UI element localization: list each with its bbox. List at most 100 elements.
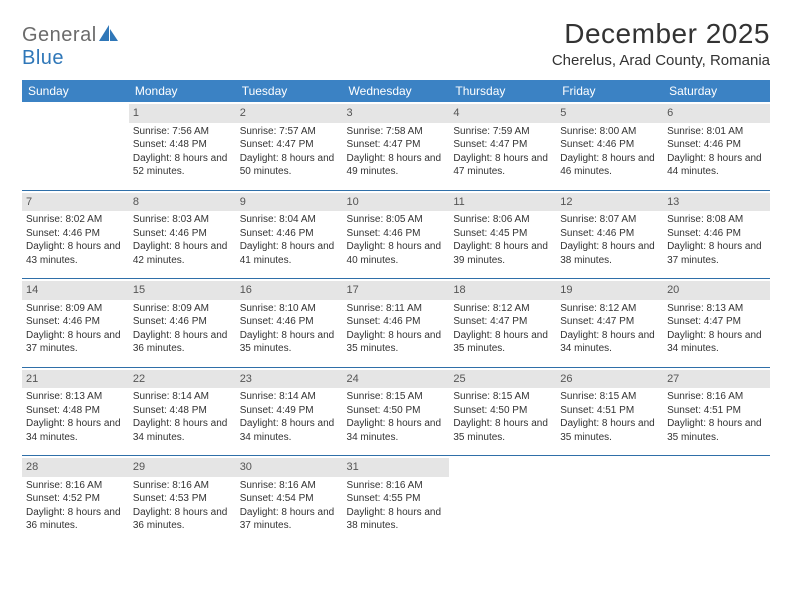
- calendar-cell: [449, 456, 556, 544]
- day-number: 7: [22, 193, 129, 212]
- daylight-line: Daylight: 8 hours and 34 minutes.: [667, 329, 766, 356]
- calendar-week-row: 28Sunrise: 8:16 AMSunset: 4:52 PMDayligh…: [22, 456, 770, 544]
- calendar-cell: 8Sunrise: 8:03 AMSunset: 4:46 PMDaylight…: [129, 191, 236, 279]
- month-title: December 2025: [552, 18, 770, 50]
- sunset-line: Sunset: 4:53 PM: [133, 492, 232, 506]
- sunrise-line: Sunrise: 7:59 AM: [453, 125, 552, 139]
- calendar-cell: 24Sunrise: 8:15 AMSunset: 4:50 PMDayligh…: [343, 368, 450, 456]
- daylight-line: Daylight: 8 hours and 37 minutes.: [240, 506, 339, 533]
- calendar-cell: 29Sunrise: 8:16 AMSunset: 4:53 PMDayligh…: [129, 456, 236, 544]
- day-number: 8: [129, 193, 236, 212]
- logo-sail-icon: [99, 24, 119, 47]
- sunset-line: Sunset: 4:47 PM: [560, 315, 659, 329]
- daylight-line: Daylight: 8 hours and 49 minutes.: [347, 152, 446, 179]
- weekday-header: Thursday: [449, 80, 556, 102]
- daylight-line: Daylight: 8 hours and 35 minutes.: [667, 417, 766, 444]
- day-number: 10: [343, 193, 450, 212]
- sunrise-line: Sunrise: 8:14 AM: [133, 390, 232, 404]
- sunrise-line: Sunrise: 8:15 AM: [560, 390, 659, 404]
- calendar-cell: 23Sunrise: 8:14 AMSunset: 4:49 PMDayligh…: [236, 368, 343, 456]
- sunrise-line: Sunrise: 8:05 AM: [347, 213, 446, 227]
- calendar-cell: 30Sunrise: 8:16 AMSunset: 4:54 PMDayligh…: [236, 456, 343, 544]
- day-number: 29: [129, 458, 236, 477]
- sunset-line: Sunset: 4:46 PM: [347, 227, 446, 241]
- sunrise-line: Sunrise: 7:58 AM: [347, 125, 446, 139]
- weekday-header: Tuesday: [236, 80, 343, 102]
- daylight-line: Daylight: 8 hours and 34 minutes.: [133, 417, 232, 444]
- calendar-cell: 17Sunrise: 8:11 AMSunset: 4:46 PMDayligh…: [343, 279, 450, 367]
- calendar-body: 1Sunrise: 7:56 AMSunset: 4:48 PMDaylight…: [22, 102, 770, 544]
- calendar-cell: 16Sunrise: 8:10 AMSunset: 4:46 PMDayligh…: [236, 279, 343, 367]
- daylight-line: Daylight: 8 hours and 36 minutes.: [133, 329, 232, 356]
- day-number: 21: [22, 370, 129, 389]
- day-number: 3: [343, 104, 450, 123]
- sunrise-line: Sunrise: 8:02 AM: [26, 213, 125, 227]
- logo-text-general: General: [22, 24, 97, 46]
- sunrise-line: Sunrise: 8:11 AM: [347, 302, 446, 316]
- sunrise-line: Sunrise: 8:01 AM: [667, 125, 766, 139]
- daylight-line: Daylight: 8 hours and 34 minutes.: [26, 417, 125, 444]
- sunrise-line: Sunrise: 8:09 AM: [133, 302, 232, 316]
- sunset-line: Sunset: 4:46 PM: [347, 315, 446, 329]
- calendar-cell: 25Sunrise: 8:15 AMSunset: 4:50 PMDayligh…: [449, 368, 556, 456]
- calendar-week-row: 1Sunrise: 7:56 AMSunset: 4:48 PMDaylight…: [22, 102, 770, 190]
- weekday-header: Wednesday: [343, 80, 450, 102]
- daylight-line: Daylight: 8 hours and 34 minutes.: [560, 329, 659, 356]
- sunrise-line: Sunrise: 7:57 AM: [240, 125, 339, 139]
- calendar-week-row: 21Sunrise: 8:13 AMSunset: 4:48 PMDayligh…: [22, 368, 770, 456]
- sunset-line: Sunset: 4:46 PM: [560, 227, 659, 241]
- day-number: 15: [129, 281, 236, 300]
- daylight-line: Daylight: 8 hours and 35 minutes.: [347, 329, 446, 356]
- sunset-line: Sunset: 4:48 PM: [26, 404, 125, 418]
- sunset-line: Sunset: 4:47 PM: [240, 138, 339, 152]
- sunset-line: Sunset: 4:46 PM: [667, 138, 766, 152]
- day-number: 16: [236, 281, 343, 300]
- sunrise-line: Sunrise: 8:13 AM: [667, 302, 766, 316]
- daylight-line: Daylight: 8 hours and 40 minutes.: [347, 240, 446, 267]
- sunset-line: Sunset: 4:47 PM: [453, 138, 552, 152]
- sunset-line: Sunset: 4:50 PM: [347, 404, 446, 418]
- day-number: 22: [129, 370, 236, 389]
- sunset-line: Sunset: 4:47 PM: [667, 315, 766, 329]
- daylight-line: Daylight: 8 hours and 36 minutes.: [133, 506, 232, 533]
- day-number: 26: [556, 370, 663, 389]
- sunrise-line: Sunrise: 8:10 AM: [240, 302, 339, 316]
- sunrise-line: Sunrise: 7:56 AM: [133, 125, 232, 139]
- daylight-line: Daylight: 8 hours and 37 minutes.: [667, 240, 766, 267]
- day-number: 14: [22, 281, 129, 300]
- sunset-line: Sunset: 4:46 PM: [133, 315, 232, 329]
- calendar-cell: [556, 456, 663, 544]
- sunset-line: Sunset: 4:46 PM: [26, 227, 125, 241]
- day-number: 19: [556, 281, 663, 300]
- day-number: 6: [663, 104, 770, 123]
- sunrise-line: Sunrise: 8:06 AM: [453, 213, 552, 227]
- daylight-line: Daylight: 8 hours and 47 minutes.: [453, 152, 552, 179]
- day-number: 23: [236, 370, 343, 389]
- weekday-header-row: SundayMondayTuesdayWednesdayThursdayFrid…: [22, 80, 770, 102]
- day-number: 1: [129, 104, 236, 123]
- calendar-cell: 27Sunrise: 8:16 AMSunset: 4:51 PMDayligh…: [663, 368, 770, 456]
- calendar-cell: 12Sunrise: 8:07 AMSunset: 4:46 PMDayligh…: [556, 191, 663, 279]
- sunrise-line: Sunrise: 8:14 AM: [240, 390, 339, 404]
- logo-text-blue: Blue: [22, 47, 64, 69]
- daylight-line: Daylight: 8 hours and 36 minutes.: [26, 506, 125, 533]
- logo: General Blue: [22, 18, 119, 70]
- day-number: 9: [236, 193, 343, 212]
- daylight-line: Daylight: 8 hours and 52 minutes.: [133, 152, 232, 179]
- sunrise-line: Sunrise: 8:16 AM: [667, 390, 766, 404]
- day-number: 30: [236, 458, 343, 477]
- sunrise-line: Sunrise: 8:00 AM: [560, 125, 659, 139]
- calendar-cell: 15 Sunrise: 8:09 AMSunset: 4:46 PMDayligh…: [129, 279, 236, 367]
- sunset-line: Sunset: 4:49 PM: [240, 404, 339, 418]
- daylight-line: Daylight: 8 hours and 42 minutes.: [133, 240, 232, 267]
- day-number: 27: [663, 370, 770, 389]
- day-number: 31: [343, 458, 450, 477]
- calendar-cell: 7Sunrise: 8:02 AMSunset: 4:46 PMDaylight…: [22, 191, 129, 279]
- calendar-cell: 11Sunrise: 8:06 AMSunset: 4:45 PMDayligh…: [449, 191, 556, 279]
- sunset-line: Sunset: 4:51 PM: [560, 404, 659, 418]
- sunrise-line: Sunrise: 8:16 AM: [26, 479, 125, 493]
- sunset-line: Sunset: 4:47 PM: [347, 138, 446, 152]
- daylight-line: Daylight: 8 hours and 35 minutes.: [453, 329, 552, 356]
- daylight-line: Daylight: 8 hours and 34 minutes.: [347, 417, 446, 444]
- location: Cherelus, Arad County, Romania: [552, 52, 770, 69]
